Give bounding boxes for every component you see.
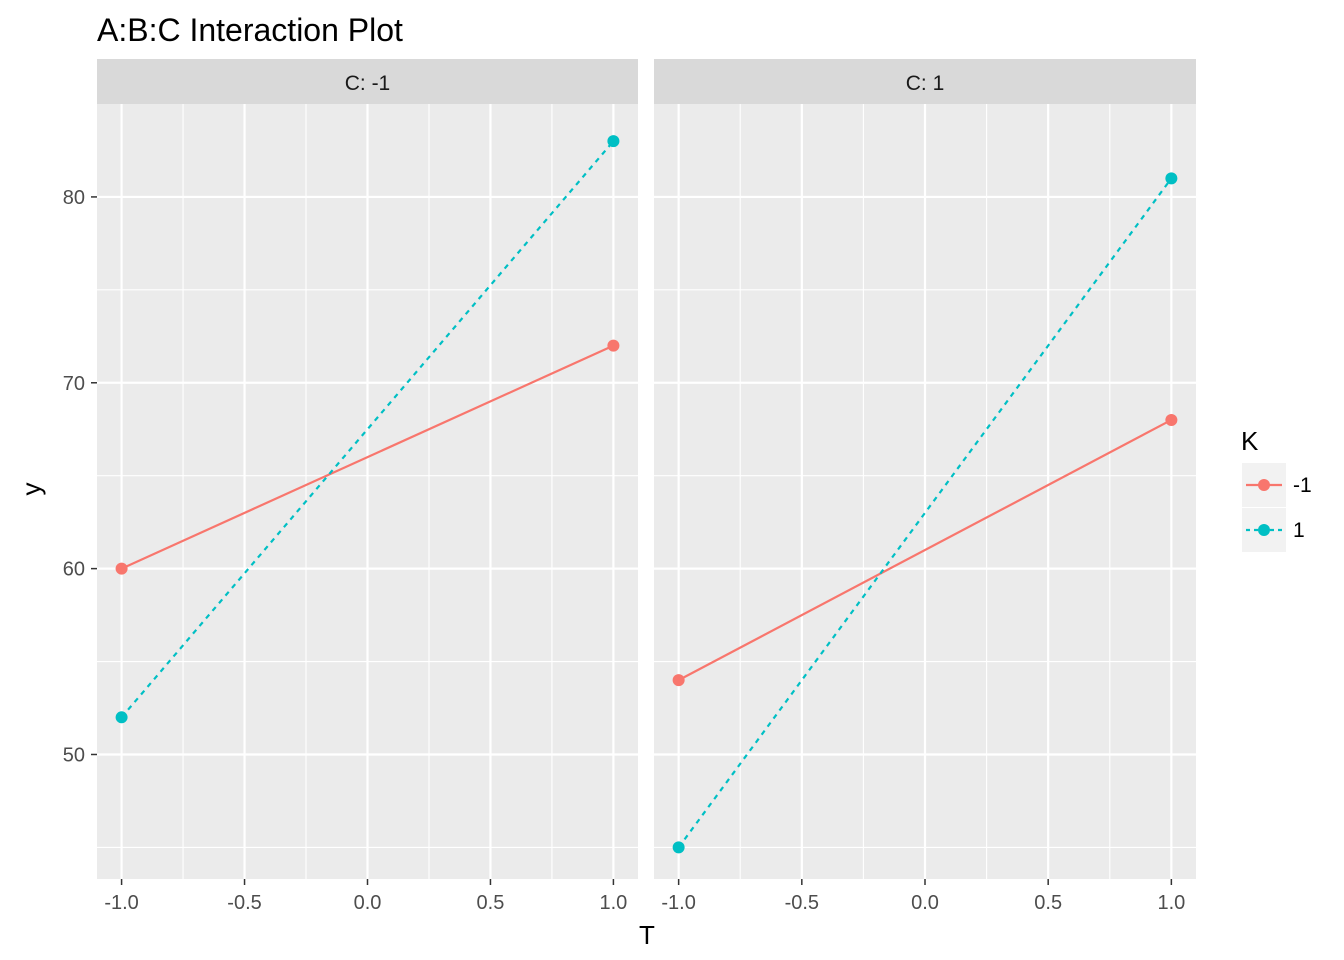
data-point-k1	[1165, 172, 1178, 185]
data-point-k-1	[115, 562, 128, 575]
data-point-k-1	[607, 339, 620, 352]
legend-key-point	[1258, 479, 1270, 491]
x-tick-label: 1.0	[1157, 892, 1185, 914]
x-tick-label: -1.0	[104, 892, 138, 914]
legend-title: K	[1241, 426, 1259, 456]
legend-entry-label: 1	[1293, 519, 1305, 542]
facet-strip-label: C: -1	[345, 72, 391, 95]
facet-strip	[97, 59, 638, 104]
x-tick-label: 0.0	[354, 892, 382, 914]
data-point-k-1	[672, 674, 685, 687]
data-point-k1	[115, 711, 128, 724]
x-tick-label: -0.5	[785, 892, 819, 914]
data-point-k-1	[1165, 413, 1178, 426]
y-tick-label: 80	[63, 187, 85, 209]
series-line-k1	[677, 177, 1173, 849]
x-tick-label: 0.5	[477, 892, 505, 914]
x-tick-label: 0.5	[1034, 892, 1062, 914]
data-point-k1	[607, 135, 620, 148]
y-axis-title: y	[16, 483, 46, 496]
legend-key-point	[1258, 524, 1270, 536]
y-tick-label: 60	[63, 559, 85, 581]
facet-strip	[654, 59, 1196, 104]
legend: K -1 1	[1241, 426, 1312, 552]
chart-title: A:B:C Interaction Plot	[97, 12, 403, 48]
x-tick-label: -0.5	[227, 892, 261, 914]
x-tick-label: -1.0	[661, 892, 695, 914]
y-tick-label: 50	[63, 744, 85, 766]
x-axis-title: T	[639, 920, 655, 950]
facet-panels: C: -1 -1.0 -0.5 0.0 0.5 1.0 C: 1 -1.0 -0.5 0.0 0.5…	[97, 59, 1196, 914]
series-line-k1	[120, 140, 615, 719]
y-axis: 50 60 70 80	[63, 187, 97, 766]
series-line-k-1	[121, 344, 614, 570]
legend-entry-label: -1	[1293, 474, 1312, 497]
data-point-k1	[672, 841, 685, 854]
facet-panel: C: -1 -1.0 -0.5 0.0 0.5 1.0	[97, 59, 638, 914]
series-line-k-1	[678, 418, 1172, 682]
x-tick-label: 0.0	[911, 892, 939, 914]
facet-strip-label: C: 1	[906, 72, 945, 95]
y-tick-label: 70	[63, 373, 85, 395]
facet-panel: C: 1 -1.0 -0.5 0.0 0.5 1.0	[654, 59, 1196, 914]
x-tick-label: 1.0	[600, 892, 628, 914]
